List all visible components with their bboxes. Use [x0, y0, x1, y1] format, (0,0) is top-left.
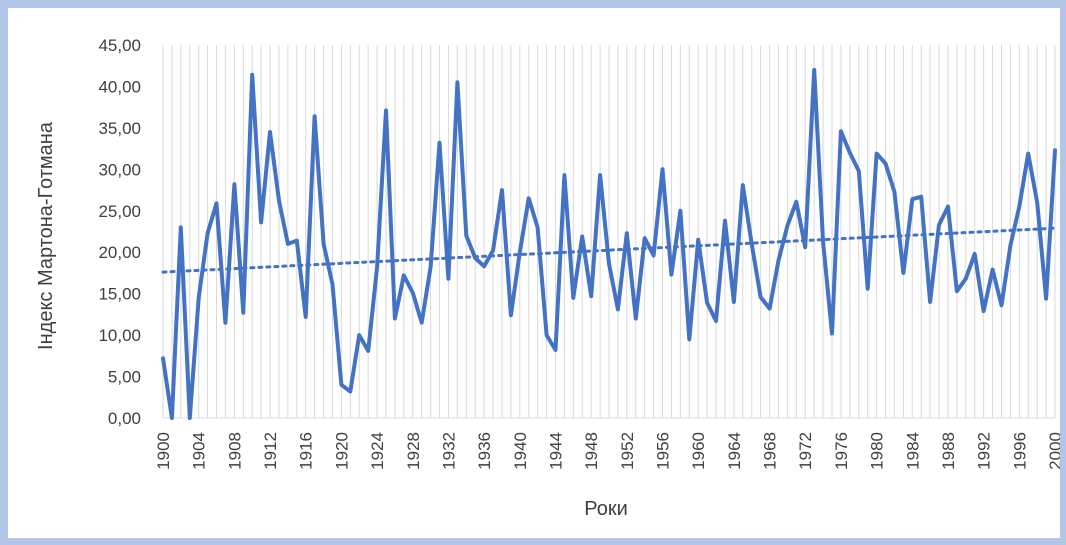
chart-frame: 0,00 5,00 10,00 15,00 20,00 25,00 30,00 35,00 40…	[8, 8, 1060, 538]
x-tick-label: 2000	[1046, 432, 1060, 470]
y-tick-label: 25,00	[98, 202, 141, 221]
x-tick-label: 1904	[190, 432, 209, 470]
x-axis-title: Роки	[584, 498, 628, 520]
x-tick-label: 1980	[868, 432, 887, 470]
y-tick-label: 15,00	[98, 285, 141, 304]
y-axis-title: Індекс Мартона-Готмана	[35, 121, 57, 350]
y-tick-label: 0,00	[108, 409, 141, 428]
y-tick-label: 5,00	[108, 368, 141, 387]
x-axis-ticks: 1900 1904 1908 1912 1916 1920 1924 1928 1932 1936…	[154, 432, 1060, 470]
x-tick-label: 1972	[796, 432, 815, 470]
series-line	[161, 67, 1057, 420]
x-tick-label: 1992	[975, 432, 994, 470]
x-tick-label: 1908	[225, 432, 244, 470]
x-tick-label: 1968	[761, 432, 780, 470]
x-tick-label: 1920	[332, 432, 351, 470]
x-tick-label: 1940	[511, 432, 530, 470]
x-tick-label: 1956	[654, 432, 673, 470]
x-tick-label: 1976	[832, 432, 851, 470]
x-tick-label: 1944	[546, 432, 565, 470]
y-tick-label: 35,00	[98, 119, 141, 138]
x-tick-label: 1960	[689, 432, 708, 470]
x-tick-label: 1936	[475, 432, 494, 470]
line-chart: 0,00 5,00 10,00 15,00 20,00 25,00 30,00 35,00 40…	[35, 36, 1060, 520]
y-axis-ticks: 0,00 5,00 10,00 15,00 20,00 25,00 30,00 35,00 40…	[98, 36, 141, 428]
x-tick-label: 1928	[404, 432, 423, 470]
y-tick-label: 40,00	[98, 77, 141, 96]
x-tick-label: 1948	[582, 432, 601, 470]
series-lines	[161, 67, 1057, 420]
y-tick-label: 45,00	[98, 36, 141, 55]
x-tick-label: 1916	[297, 432, 316, 470]
x-tick-label: 1984	[903, 432, 922, 470]
x-tick-label: 1924	[368, 432, 387, 470]
y-tick-label: 20,00	[98, 243, 141, 262]
x-tick-label: 1900	[154, 432, 173, 470]
x-tick-label: 1988	[939, 432, 958, 470]
x-tick-label: 1964	[725, 432, 744, 470]
x-tick-label: 1912	[261, 432, 280, 470]
trendline	[161, 226, 1057, 274]
x-tick-label: 1952	[618, 432, 637, 470]
grid-lines	[162, 45, 1056, 419]
x-tick-label: 1932	[439, 432, 458, 470]
y-tick-label: 30,00	[98, 160, 141, 179]
x-tick-label: 1996	[1010, 432, 1029, 470]
y-tick-label: 10,00	[98, 326, 141, 345]
